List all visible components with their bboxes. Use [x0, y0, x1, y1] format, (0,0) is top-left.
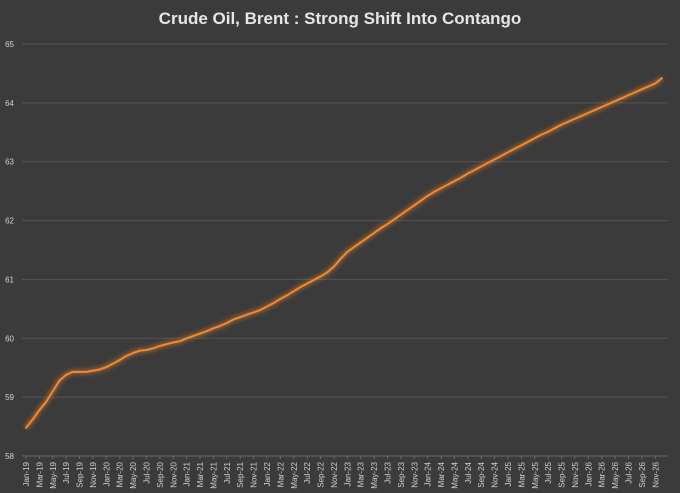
x-tick-label: Nov-22: [330, 461, 339, 487]
x-tick-label: Sep-24: [477, 461, 486, 487]
x-tick-label: Jan-19: [22, 461, 31, 486]
gridlines: [22, 43, 668, 457]
x-tick-label: May-24: [450, 461, 459, 488]
x-tick-label: Mar-23: [357, 461, 366, 487]
x-tick-label: Sep-26: [638, 461, 647, 487]
x-tick-label: Jan-21: [183, 461, 192, 486]
x-tick-label: May-20: [129, 461, 138, 488]
x-tick-label: Sep-20: [156, 461, 165, 487]
y-tick-label: 63: [5, 158, 14, 167]
y-tick-label: 64: [5, 99, 14, 108]
x-tick-label: Sep-23: [397, 461, 406, 487]
x-tick-label: May-21: [209, 461, 218, 488]
chart-title: Crude Oil, Brent : Strong Shift Into Con…: [158, 9, 522, 28]
x-tick-label: Jan-22: [263, 461, 272, 486]
x-tick-label: Mar-21: [196, 461, 205, 487]
x-tick-label: Jul-26: [625, 461, 634, 483]
y-axis: 58 59 60 61 62 63 64 65: [5, 40, 14, 461]
x-tick-label: Nov-21: [250, 461, 259, 487]
x-tick-label: Sep-25: [558, 461, 567, 487]
x-tick-label: Jul-19: [62, 461, 71, 483]
y-tick-label: 62: [5, 217, 14, 226]
x-tick-label: Sep-22: [317, 461, 326, 487]
x-tick-label: Nov-20: [169, 461, 178, 487]
x-tick-label: Mar-20: [116, 461, 125, 487]
x-tick-label: May-19: [49, 461, 58, 488]
x-tick-label: Sep-19: [76, 461, 85, 487]
x-tick-label: May-25: [531, 461, 540, 488]
y-tick-label: 65: [5, 40, 14, 49]
x-tick-label: Jan-24: [424, 461, 433, 486]
y-tick-label: 61: [5, 275, 14, 284]
x-tick-label: Mar-25: [517, 461, 526, 487]
x-tick-label: Mar-19: [35, 461, 44, 487]
x-tick-label: Sep-21: [236, 461, 245, 487]
series-group: [24, 76, 664, 430]
y-tick-label: 58: [5, 452, 14, 461]
x-tick-label: Jul-25: [544, 461, 553, 483]
x-tick-label: Nov-23: [410, 461, 419, 487]
x-tick-label: Mar-24: [437, 461, 446, 487]
x-tick-label: Jan-25: [504, 461, 513, 486]
x-axis: Jan-19 Mar-19 May-19 Jul-19 Sep-19 Nov-19 Jan-…: [22, 456, 660, 489]
x-tick-label: Nov-24: [491, 461, 500, 487]
x-tick-label: Jul-23: [384, 461, 393, 483]
series-line: [25, 77, 663, 429]
x-tick-label: Jan-26: [584, 461, 593, 486]
x-tick-label: Mar-26: [598, 461, 607, 487]
x-tick-label: Jan-23: [343, 461, 352, 486]
x-tick-label: Nov-25: [571, 461, 580, 487]
y-tick-label: 60: [5, 334, 14, 343]
x-tick-label: Jul-21: [223, 461, 232, 483]
x-tick-label: Jan-20: [102, 461, 111, 486]
x-tick-label: Mar-22: [276, 461, 285, 487]
x-tick-label: May-22: [290, 461, 299, 488]
x-tick-label: Jul-20: [143, 461, 152, 483]
series-line-glow: [24, 76, 664, 430]
x-tick-label: Jul-22: [303, 461, 312, 483]
x-tick-label: Jul-24: [464, 461, 473, 483]
x-tick-label: Nov-26: [651, 461, 660, 487]
x-tick-label: May-26: [611, 461, 620, 488]
x-tick-label: Nov-19: [89, 461, 98, 487]
y-tick-label: 59: [5, 393, 14, 402]
x-tick-label: May-23: [370, 461, 379, 488]
